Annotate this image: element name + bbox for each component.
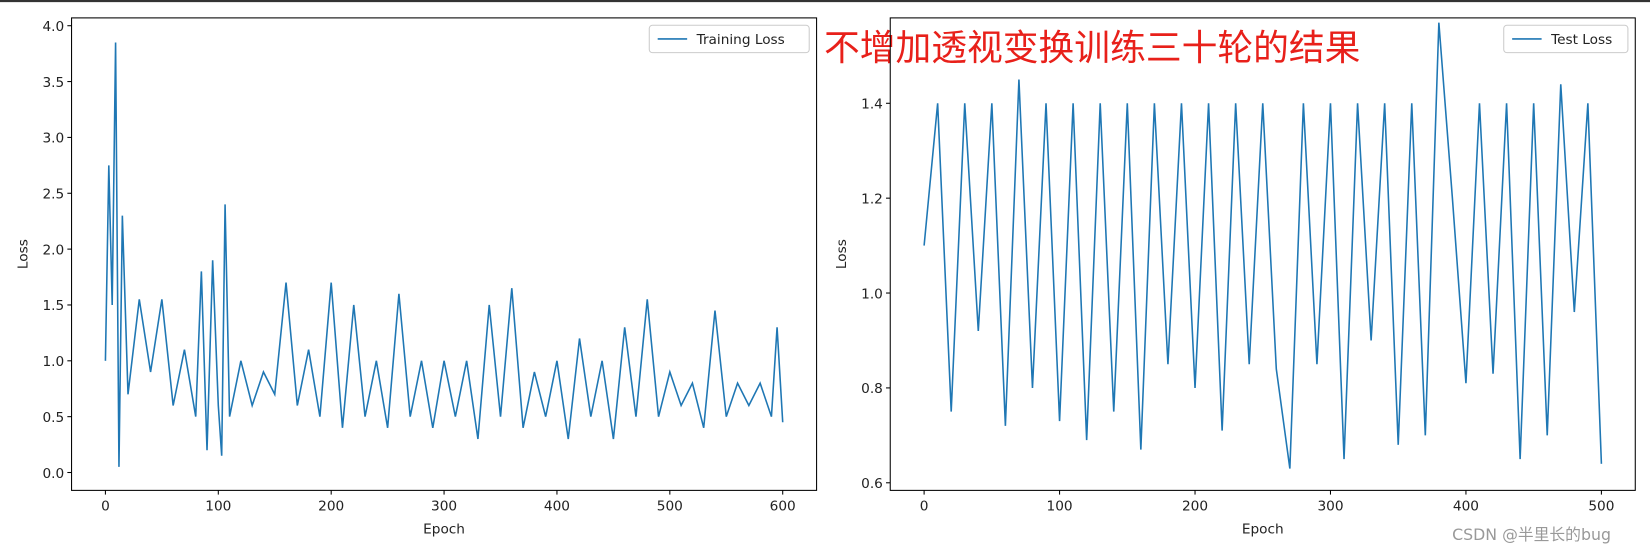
x-axis-label: Epoch bbox=[423, 522, 465, 538]
y-tick-label: 1.5 bbox=[42, 298, 64, 314]
x-tick-label: 200 bbox=[318, 498, 344, 514]
x-tick-label: 400 bbox=[544, 498, 570, 514]
legend-label: Test Loss bbox=[1550, 32, 1612, 48]
y-tick-label: 0.5 bbox=[42, 410, 64, 426]
x-tick-label: 400 bbox=[1453, 498, 1479, 514]
x-tick-label: 0 bbox=[920, 498, 929, 514]
x-tick-label: 600 bbox=[770, 498, 796, 514]
watermark: CSDN @半里长的bug bbox=[1452, 525, 1611, 544]
x-tick-label: 300 bbox=[431, 498, 457, 514]
y-tick-label: 2.5 bbox=[42, 187, 64, 203]
y-tick-label: 3.5 bbox=[42, 75, 64, 91]
plot-frame bbox=[889, 17, 1636, 491]
y-axis-label: Loss bbox=[834, 239, 850, 269]
legend-label: Training Loss bbox=[696, 32, 785, 48]
legend-box bbox=[648, 24, 810, 54]
y-tick-label: 0.8 bbox=[861, 381, 883, 397]
x-tick-label: 300 bbox=[1317, 498, 1343, 514]
legend-box bbox=[1503, 24, 1629, 54]
x-tick-label: 500 bbox=[1588, 498, 1614, 514]
y-axis-label: Loss bbox=[15, 239, 31, 269]
y-tick-label: 1.0 bbox=[861, 286, 883, 302]
line-series bbox=[104, 42, 784, 467]
x-tick-label: 500 bbox=[657, 498, 683, 514]
y-tick-label: 4.0 bbox=[42, 19, 64, 35]
y-tick-label: 2.0 bbox=[42, 242, 64, 258]
y-tick-label: 1.4 bbox=[861, 97, 883, 113]
x-tick-label: 100 bbox=[1047, 498, 1073, 514]
y-tick-label: 0.6 bbox=[861, 476, 883, 492]
y-tick-label: 1.0 bbox=[42, 354, 64, 370]
x-tick-label: 0 bbox=[101, 498, 110, 514]
x-axis-label: Epoch bbox=[1242, 522, 1284, 538]
x-tick-label: 100 bbox=[205, 498, 231, 514]
y-tick-label: 3.0 bbox=[42, 131, 64, 147]
y-tick-label: 1.2 bbox=[861, 191, 883, 207]
annotation: 不增加透视变换训练三十轮的结果 bbox=[824, 28, 1361, 69]
line-series bbox=[923, 22, 1603, 469]
x-tick-label: 200 bbox=[1182, 498, 1208, 514]
y-tick-label: 0.0 bbox=[42, 466, 64, 482]
